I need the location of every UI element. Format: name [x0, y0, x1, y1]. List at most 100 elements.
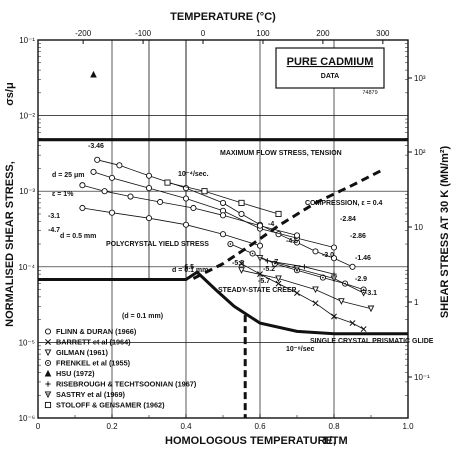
data-point: [312, 300, 319, 307]
y-right-axis-label: SHEAR STRESS AT 30 K (MN/m²): [439, 145, 451, 318]
reference-code: 74879: [362, 90, 377, 96]
annotation-label: -2.9: [355, 276, 367, 283]
data-point: [145, 172, 153, 179]
data-point-dot: [322, 276, 324, 279]
data-point: [238, 260, 245, 267]
top-tick-label: 100: [256, 29, 270, 38]
data-point: [182, 221, 190, 228]
data-point: [367, 305, 375, 313]
legend-label: SASTRY et al (1969): [56, 390, 126, 399]
data-point: [238, 199, 245, 206]
series-line: [167, 182, 279, 215]
annotation-label: d = 0.1 mm: [172, 267, 208, 274]
legend-marker: [44, 401, 52, 409]
data-point: [90, 168, 97, 175]
legend-marker: [44, 349, 52, 357]
legend-marker: [45, 339, 51, 345]
data-point: [116, 162, 123, 169]
data-point: [238, 210, 245, 218]
annotation-label: SINGLE CRYSTAL PRISMATIC GLIDE: [310, 338, 434, 345]
chart-title: PURE CADMIUM: [287, 56, 374, 68]
series-line: [97, 159, 353, 268]
annotation-label: -5.5: [232, 260, 244, 267]
annotation-label: d = 25 μm: [52, 172, 85, 179]
series-line: [82, 184, 298, 236]
y-left-tick-label: 10⁻³: [19, 187, 35, 196]
x-axis-label-group: HOMOLOGOUS TEMPERATURE, T/TM: [165, 435, 348, 447]
y-left-tick-label: 10⁻¹: [19, 36, 35, 45]
data-point: [256, 242, 264, 249]
legend-label: BARRETT et al (1964): [56, 338, 131, 347]
y-right-tick-label: 1: [414, 298, 419, 307]
legend-marker: [44, 328, 52, 335]
annotation-label: POLYCRYSTAL YIELD STRESS: [106, 241, 209, 248]
y-left-label-group: NORMALISED SHEAR STRESS, σs/μ: [4, 82, 16, 327]
y-right-tick-label: 10³: [414, 74, 426, 83]
annotation-label: STEADY-STATE CREEP: [218, 287, 297, 294]
data-point: [157, 198, 164, 206]
legend-label: FRENKEL et al (1955): [56, 359, 131, 368]
legend-label: HSU (1972): [56, 369, 95, 378]
data-point-dot: [274, 262, 276, 265]
annotation-label: COMPRESSION, ε = 0.4: [305, 200, 383, 207]
x-tick-label: 0.4: [180, 422, 192, 431]
legend: FLINN & DURAN (1966) BARRETT et al (1964)…: [44, 327, 197, 410]
legend-marker: [45, 381, 51, 387]
data-point: [349, 320, 356, 327]
y-left-tick-label: 10⁻⁴: [18, 263, 35, 272]
annotation-label: -4.7: [48, 227, 60, 234]
data-series: [79, 70, 375, 333]
data-point: [275, 280, 282, 287]
data-point: [330, 244, 338, 251]
title-box: PURE CADMIUM DATA 74879: [275, 47, 385, 96]
data-point: [312, 248, 319, 255]
annotation-label: d = 0.5 mm: [60, 233, 96, 240]
chart-subtitle: DATA: [321, 73, 339, 80]
legend-label: GILMAN (1961): [56, 348, 108, 357]
annotation-label: -1.46: [355, 255, 371, 262]
legend-marker: [44, 369, 52, 377]
data-point: [219, 212, 227, 219]
grid-lines: [38, 40, 408, 418]
data-point: [108, 209, 116, 216]
data-point-dot: [251, 252, 254, 255]
data-point: [301, 264, 307, 270]
data-point: [331, 313, 337, 320]
data-point: [145, 215, 153, 222]
data-point-dot: [259, 256, 261, 259]
data-point-dot: [362, 291, 365, 294]
x-tick-label: 0: [36, 422, 41, 431]
annotation-label: -5.7: [258, 278, 270, 285]
series-line: [259, 257, 364, 294]
top-tick-label: 300: [376, 29, 390, 38]
top-tick-label: -200: [75, 29, 92, 38]
data-point: [293, 232, 301, 239]
data-point: [275, 275, 282, 283]
data-point: [264, 258, 270, 264]
y-right-label-group: SHEAR STRESS AT 30 K (MN/m²): [439, 145, 451, 318]
legend-label: FLINN & DURAN (1966): [56, 327, 137, 336]
y-left-tick-label: 10⁻⁵: [19, 338, 35, 347]
y-right-tick-label: 10: [414, 223, 423, 232]
data-point-dot: [362, 288, 365, 291]
data-point: [312, 286, 319, 294]
data-point: [349, 263, 356, 270]
top-axis-label: TEMPERATURE (°C): [170, 11, 276, 23]
boundary-curves: [38, 40, 408, 418]
y-left-axis-symbol: σs/μ: [4, 82, 16, 105]
data-point: [127, 193, 134, 200]
annotation-label: 10⁻⁴/sec.: [178, 171, 209, 178]
legend-label: RISEBROUGH & TECHTSOONIAN (1967): [56, 380, 197, 389]
data-point: [256, 222, 264, 229]
annotation-label: MAXIMUM FLOW STRESS, TENSION: [220, 150, 342, 157]
top-tick-label: -100: [135, 29, 152, 38]
data-point: [164, 179, 171, 186]
annotation-label: 10⁻⁸/sec: [286, 346, 315, 353]
legend-label: STOLOFF & GENSAMER (1962): [56, 401, 165, 410]
data-point: [79, 182, 86, 189]
data-point: [190, 204, 197, 212]
annotation-label: -6.5: [182, 264, 194, 271]
annotation-label: -3.1: [48, 213, 60, 220]
data-point: [201, 188, 208, 195]
x-tick-label: 0.8: [328, 422, 340, 431]
